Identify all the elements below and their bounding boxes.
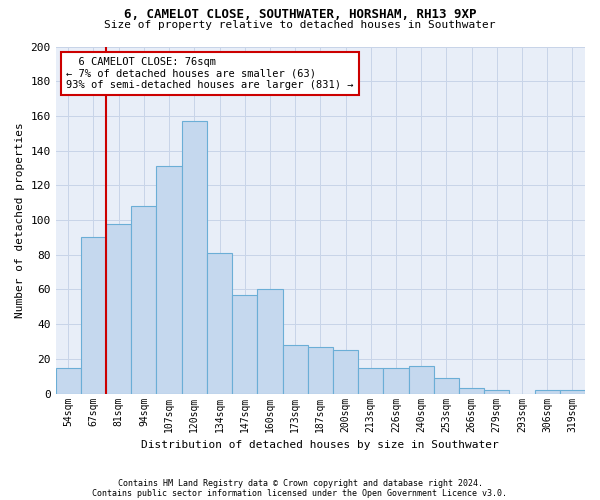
Bar: [383, 368, 409, 394]
Text: 6 CAMELOT CLOSE: 76sqm
← 7% of detached houses are smaller (63)
93% of semi-deta: 6 CAMELOT CLOSE: 76sqm ← 7% of detached …: [66, 57, 354, 90]
Bar: [560, 390, 585, 394]
Bar: [434, 378, 459, 394]
Bar: [308, 347, 333, 394]
Bar: [358, 368, 383, 394]
Bar: [333, 350, 358, 394]
X-axis label: Distribution of detached houses by size in Southwater: Distribution of detached houses by size …: [142, 440, 499, 450]
Bar: [409, 366, 434, 394]
Bar: [207, 253, 232, 394]
Bar: [232, 294, 257, 394]
Bar: [81, 238, 106, 394]
Bar: [484, 390, 509, 394]
Bar: [182, 121, 207, 394]
Bar: [459, 388, 484, 394]
Bar: [106, 224, 131, 394]
Text: Contains public sector information licensed under the Open Government Licence v3: Contains public sector information licen…: [92, 488, 508, 498]
Text: Size of property relative to detached houses in Southwater: Size of property relative to detached ho…: [104, 20, 496, 30]
Bar: [535, 390, 560, 394]
Text: Contains HM Land Registry data © Crown copyright and database right 2024.: Contains HM Land Registry data © Crown c…: [118, 478, 482, 488]
Bar: [157, 166, 182, 394]
Y-axis label: Number of detached properties: Number of detached properties: [15, 122, 25, 318]
Bar: [56, 368, 81, 394]
Bar: [283, 345, 308, 394]
Bar: [257, 290, 283, 394]
Bar: [131, 206, 157, 394]
Text: 6, CAMELOT CLOSE, SOUTHWATER, HORSHAM, RH13 9XP: 6, CAMELOT CLOSE, SOUTHWATER, HORSHAM, R…: [124, 8, 476, 20]
